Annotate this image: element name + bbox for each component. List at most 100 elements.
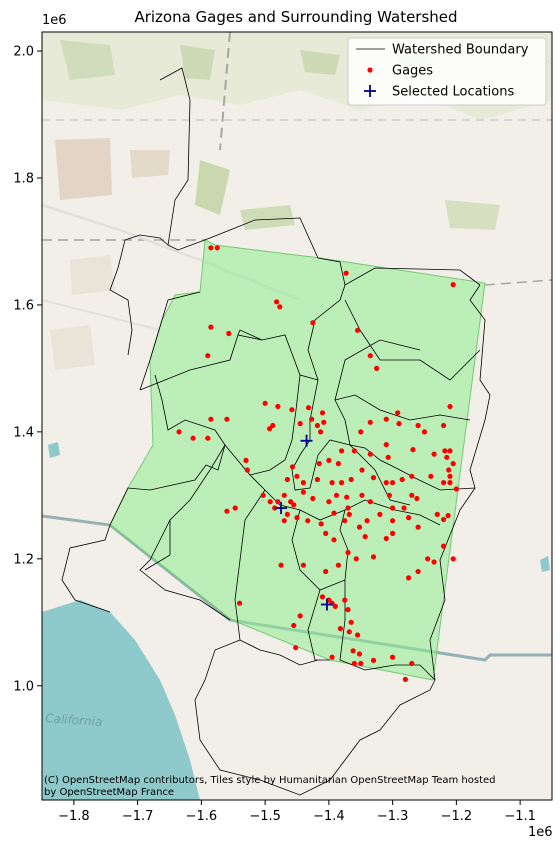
- gage-point: [359, 467, 365, 473]
- gage-point: [415, 422, 421, 429]
- gage-point: [344, 494, 350, 500]
- y-tick-label: 1.6: [13, 298, 34, 313]
- gage-point: [374, 365, 380, 371]
- gage-point: [323, 530, 329, 537]
- gage-point: [224, 416, 230, 422]
- gage-point: [446, 467, 452, 473]
- gage-point: [367, 499, 373, 505]
- gage-point: [346, 511, 352, 517]
- gage-point: [356, 651, 363, 657]
- gage-point: [281, 518, 287, 524]
- gage-point: [305, 518, 311, 524]
- gage-point: [367, 419, 373, 425]
- gage-point: [345, 607, 351, 613]
- gage-point: [267, 499, 273, 505]
- gage-point: [316, 461, 322, 467]
- gage-point: [359, 492, 365, 498]
- gage-point: [442, 448, 448, 454]
- gage-point: [278, 562, 284, 568]
- x-exponent-label: 1e6: [528, 825, 553, 840]
- gage-point: [237, 600, 243, 606]
- gage-point: [428, 473, 434, 479]
- gage-point: [447, 403, 453, 410]
- gage-point: [275, 499, 281, 505]
- gage-point: [406, 515, 412, 521]
- gage-point: [294, 473, 300, 479]
- gage-point: [314, 422, 320, 429]
- gage-point: [447, 448, 453, 454]
- attribution-line-2: by OpenStreetMap France: [44, 787, 174, 798]
- gage-point: [441, 422, 447, 429]
- gage-point: [431, 451, 437, 457]
- gage-point: [260, 492, 266, 498]
- gage-point: [319, 410, 326, 416]
- gage-point: [289, 407, 295, 413]
- gage-point: [335, 461, 341, 467]
- gage-point: [289, 464, 296, 470]
- gage-point: [310, 495, 316, 502]
- gage-point: [410, 447, 416, 453]
- gage-point: [351, 660, 357, 667]
- gage-point: [450, 461, 456, 467]
- gage-point: [348, 476, 354, 483]
- watershed-boundaries: [61, 67, 491, 796]
- attribution-line-1: (C) OpenStreetMap contributors, Tiles st…: [44, 775, 496, 786]
- gage-point: [208, 416, 214, 422]
- x-tick-label: −1.2: [441, 809, 473, 824]
- gage-point: [281, 492, 287, 498]
- gage-point: [226, 330, 232, 337]
- selected-location-marker: [275, 502, 288, 515]
- gage-point: [445, 513, 451, 519]
- gage-point: [367, 353, 373, 359]
- gage-point: [305, 405, 312, 411]
- gage-point: [214, 245, 220, 251]
- gage-point: [331, 537, 337, 543]
- gage-point: [329, 480, 335, 486]
- gage-point: [395, 410, 401, 416]
- gage-point: [348, 619, 354, 625]
- gage-point: [300, 480, 306, 486]
- gage-point: [415, 568, 421, 575]
- gage-point: [297, 421, 303, 427]
- y-tick-label: 1.4: [13, 425, 34, 440]
- gage-point: [326, 457, 332, 463]
- gage-point: [284, 476, 290, 483]
- gage-point: [409, 660, 415, 667]
- gage-point: [409, 473, 415, 479]
- gage-point: [402, 676, 408, 683]
- y-tick-label: 1.8: [13, 171, 34, 186]
- gage-point: [274, 299, 280, 305]
- x-tick-label: −1.7: [122, 809, 154, 824]
- gage-point: [390, 530, 396, 537]
- gage-point: [367, 451, 373, 457]
- gage-point: [441, 543, 447, 549]
- selected-location-marker: [300, 434, 313, 447]
- gage-point: [399, 476, 405, 483]
- gage-point: [331, 510, 337, 516]
- gage-point: [310, 320, 316, 326]
- legend-dot-icon: [367, 67, 373, 73]
- gage-point: [383, 416, 389, 422]
- gage-point: [262, 400, 268, 406]
- gage-point: [385, 454, 391, 460]
- gage-point: [364, 518, 370, 524]
- gage-point: [291, 502, 297, 508]
- y-axis: 1.0 1.2 1.4 1.6 1.8 2.0: [13, 45, 42, 694]
- gage-point: [224, 508, 230, 514]
- x-tick-label: −1.8: [58, 809, 90, 824]
- y-tick-label: 2.0: [13, 45, 34, 60]
- gage-point: [351, 448, 357, 454]
- legend-label-gages: Gages: [392, 64, 433, 79]
- gage-point: [333, 492, 340, 498]
- gage-point: [396, 421, 402, 427]
- gage-point: [421, 429, 428, 435]
- gage-point: [390, 518, 396, 524]
- legend-label-watershed: Watershed Boundary: [392, 43, 529, 58]
- gage-point: [431, 559, 437, 565]
- gage-point: [176, 429, 182, 435]
- gage-point: [190, 435, 196, 441]
- gage-point: [390, 654, 396, 660]
- selected-location-marker: [320, 598, 333, 611]
- gage-point: [300, 562, 306, 568]
